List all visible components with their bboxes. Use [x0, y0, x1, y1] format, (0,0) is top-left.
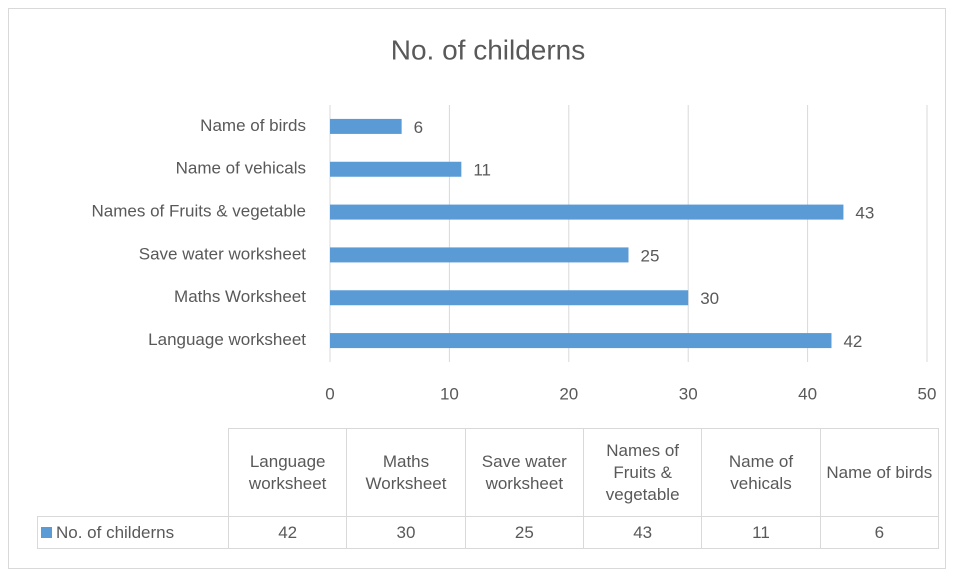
data-label: 6 — [414, 118, 423, 137]
table-header: Language worksheet — [228, 428, 348, 517]
table-value: 30 — [346, 516, 466, 549]
y-tick-label: Maths Worksheet — [174, 287, 306, 306]
table-header: Name of birds — [819, 428, 939, 517]
bar — [330, 204, 844, 220]
table-value: 42 — [228, 516, 348, 549]
x-tick-label: 50 — [918, 384, 937, 403]
legend-key — [41, 527, 52, 538]
data-label: 25 — [641, 246, 660, 265]
data-label: 43 — [855, 204, 874, 223]
bar — [330, 290, 689, 306]
table-value: 11 — [701, 516, 821, 549]
table-value: 6 — [819, 516, 939, 549]
table-header: Names of Fruits & vegetable — [583, 428, 703, 517]
y-tick-label: Language worksheet — [148, 330, 306, 349]
data-label: 11 — [473, 161, 491, 180]
table-header: Save water worksheet — [464, 428, 584, 517]
chart-border — [8, 8, 946, 569]
data-label: 42 — [843, 332, 862, 351]
chart-title: No. of childerns — [391, 34, 586, 65]
y-tick-label: Name of birds — [200, 116, 306, 135]
x-tick-label: 0 — [325, 384, 334, 403]
bar — [330, 118, 402, 134]
x-tick-label: 40 — [798, 384, 817, 403]
table-series-cell: No. of childerns — [37, 516, 229, 549]
bar — [330, 161, 462, 177]
y-tick-label: Name of vehicals — [176, 159, 306, 178]
y-tick-label: Names of Fruits & vegetable — [92, 202, 306, 221]
x-tick-label: 20 — [559, 384, 578, 403]
x-tick-label: 30 — [679, 384, 698, 403]
bar — [330, 247, 629, 263]
y-tick-label: Save water worksheet — [139, 244, 307, 263]
table-value: 25 — [464, 516, 584, 549]
bar — [330, 333, 832, 349]
table-header: Name of vehicals — [701, 428, 821, 517]
x-tick-label: 10 — [440, 384, 459, 403]
legend-label: No. of childerns — [56, 522, 175, 542]
table-value: 43 — [583, 516, 703, 549]
data-label: 30 — [700, 289, 719, 308]
table-header: Maths Worksheet — [346, 428, 466, 517]
